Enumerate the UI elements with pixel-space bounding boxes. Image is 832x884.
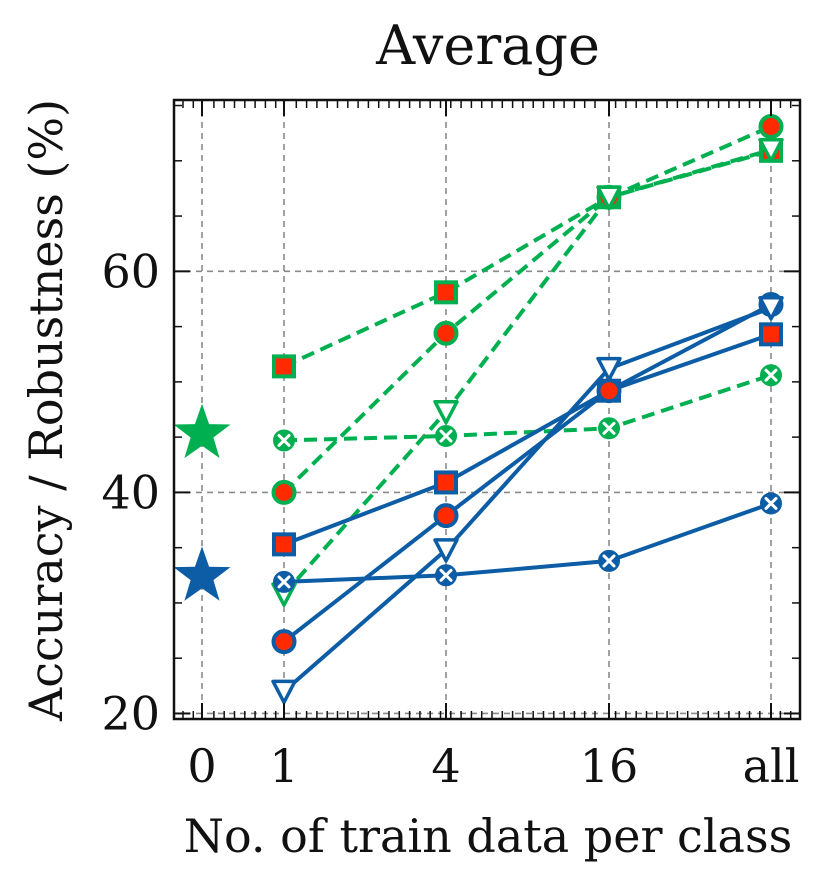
plot-frame <box>172 98 802 721</box>
blue-x-point-cross <box>764 496 778 510</box>
y-tick-label: 60 <box>101 244 160 298</box>
blue-square-point <box>434 470 458 495</box>
x-axis-label: No. of train data per class <box>184 809 792 863</box>
blue-square-point <box>272 532 296 557</box>
grid <box>174 100 800 719</box>
green-triangle-point <box>596 185 622 211</box>
green-square-point <box>434 280 458 305</box>
green-x-point-cross <box>277 433 291 447</box>
y-tick-label: 20 <box>101 686 160 740</box>
blue-circle-point <box>596 378 622 404</box>
x-tick-label: 1 <box>269 739 298 793</box>
blue-triangle-point <box>758 296 784 321</box>
blue-square-line <box>283 332 772 547</box>
blue-square-point <box>759 322 783 347</box>
green-circle-line <box>282 124 772 494</box>
green-square-line <box>283 148 772 369</box>
blue-triangle-point <box>271 679 297 705</box>
x-tick-label: 4 <box>431 739 460 793</box>
green-x-point-cross <box>439 429 453 443</box>
zero-shot-stars <box>173 403 231 601</box>
green-star-marker <box>173 403 231 459</box>
green-triangle-point <box>433 399 459 425</box>
series-layer <box>282 124 772 693</box>
x-tick-label: 0 <box>187 739 216 793</box>
axis-ticks <box>174 100 800 719</box>
y-tick-labels: 20 40 60 <box>101 244 160 740</box>
green-circle-point <box>433 320 459 346</box>
green-x-point-cross <box>764 368 778 382</box>
green-x-line <box>283 373 772 443</box>
blue-circle-point <box>271 629 297 655</box>
chart-title: Average <box>375 14 600 77</box>
green-triangle-point <box>758 137 784 163</box>
blue-x-point-cross <box>602 554 616 568</box>
blue-triangle-point <box>433 538 459 563</box>
x-tick-label: 16 <box>580 739 639 793</box>
blue-triangle-point <box>596 356 622 382</box>
green-square-point <box>272 354 296 379</box>
green-circle-point <box>271 479 297 505</box>
green-triangle-line <box>282 147 772 596</box>
blue-triangle-line <box>282 305 772 693</box>
blue-circle-line <box>282 302 772 644</box>
x-tick-labels: 0 1 4 16 all <box>187 739 799 793</box>
y-axis-label: Accuracy / Robustness (%) <box>19 99 73 722</box>
green-circle-point <box>758 114 784 140</box>
blue-x-point-cross <box>277 575 291 589</box>
blue-star-marker <box>173 546 231 601</box>
blue-circle-point <box>433 503 459 529</box>
x-tick-label: all <box>743 739 800 793</box>
blue-x-point-cross <box>439 568 453 582</box>
blue-x-line <box>283 501 772 584</box>
markers-layer <box>271 114 784 705</box>
y-tick-label: 40 <box>101 465 160 519</box>
green-x-point-cross <box>602 421 616 435</box>
